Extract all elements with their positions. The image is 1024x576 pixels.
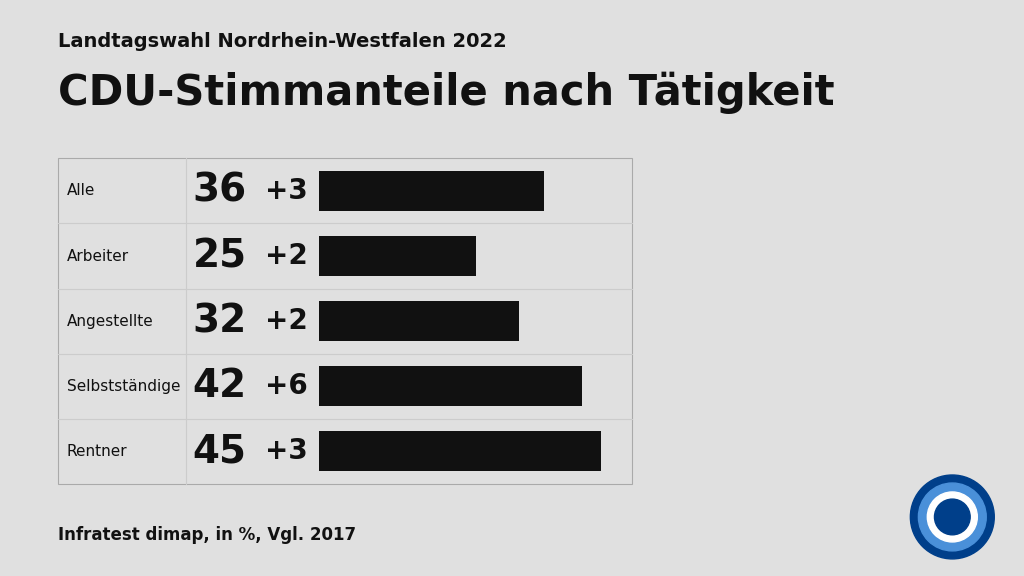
Text: 45: 45 <box>193 433 247 470</box>
Text: Arbeiter: Arbeiter <box>67 248 129 264</box>
Text: Rentner: Rentner <box>67 444 127 459</box>
Text: Angestellte: Angestellte <box>67 313 154 329</box>
Text: Alle: Alle <box>67 183 95 199</box>
Text: Selbstständige: Selbstständige <box>67 378 180 394</box>
Text: 36: 36 <box>193 172 247 210</box>
Text: 32: 32 <box>193 302 247 340</box>
Text: +2: +2 <box>265 242 307 270</box>
Text: Infratest dimap, in %, Vgl. 2017: Infratest dimap, in %, Vgl. 2017 <box>58 526 356 544</box>
Text: 25: 25 <box>193 237 247 275</box>
Text: +2: +2 <box>265 307 307 335</box>
Text: 42: 42 <box>193 367 247 405</box>
Circle shape <box>928 492 977 542</box>
Circle shape <box>910 475 994 559</box>
Text: +6: +6 <box>265 372 307 400</box>
Text: +3: +3 <box>265 437 307 465</box>
Text: Landtagswahl Nordrhein-Westfalen 2022: Landtagswahl Nordrhein-Westfalen 2022 <box>58 32 507 51</box>
Text: +3: +3 <box>265 177 307 205</box>
Circle shape <box>935 499 970 535</box>
Circle shape <box>919 483 986 551</box>
Text: CDU-Stimmanteile nach Tätigkeit: CDU-Stimmanteile nach Tätigkeit <box>58 72 835 115</box>
